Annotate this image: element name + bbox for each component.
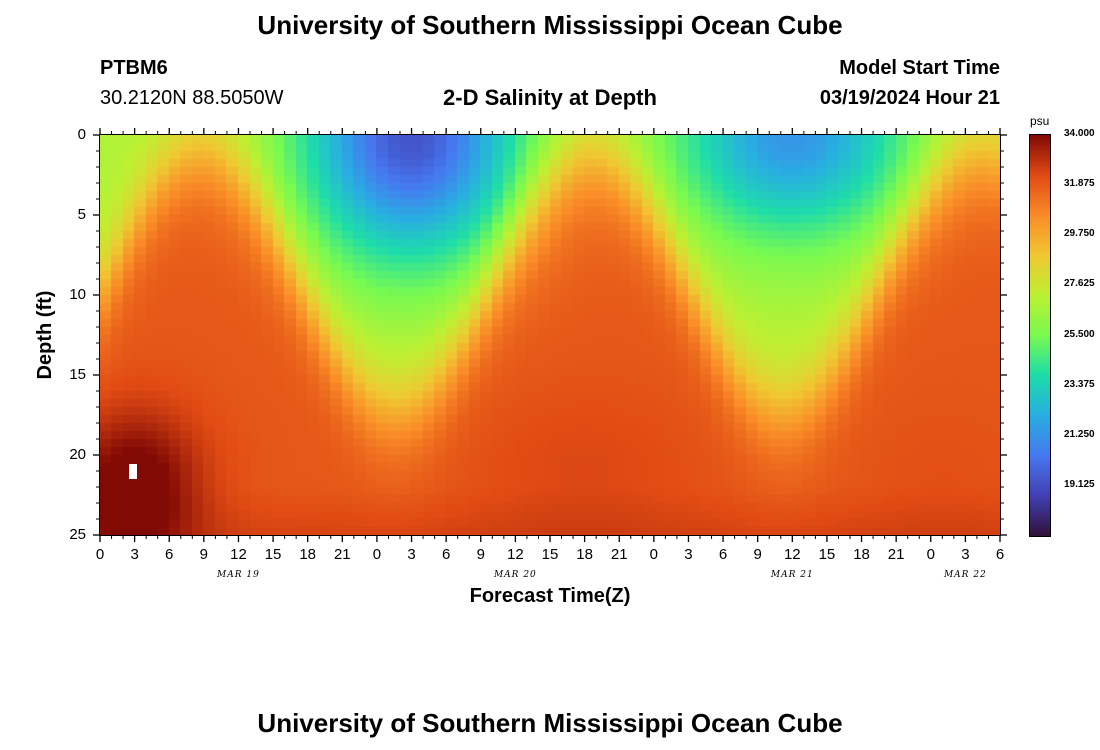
colorbar-label: 27.625 — [1064, 278, 1095, 290]
x-tick-label: 18 — [576, 546, 593, 563]
y-tick-label: 5 — [77, 206, 86, 223]
x-tick-label: 0 — [926, 546, 935, 563]
x-tick-label: 6 — [718, 546, 728, 563]
x-tick-label: 9 — [199, 546, 209, 563]
x-tick-label: 12 — [230, 546, 247, 563]
x-tick-label: 3 — [407, 546, 416, 563]
x-tick-label: 15 — [264, 546, 282, 563]
x-tick-label: 21 — [333, 546, 351, 563]
x-tick-label: 0 — [649, 546, 659, 563]
colorbar-label: 25.500 — [1064, 328, 1095, 340]
y-tick-label: 25 — [69, 526, 86, 543]
x-tick-label: 9 — [753, 546, 762, 563]
x-tick-label: 18 — [299, 546, 317, 563]
model-start-time: 03/19/2024 Hour 21 — [819, 87, 1000, 109]
x-tick-label: 6 — [165, 546, 174, 563]
x-tick-label: 12 — [507, 546, 524, 563]
colorbar-unit: psu — [1030, 114, 1050, 128]
x-tick-label: 0 — [372, 546, 382, 563]
x-tick-label: 15 — [541, 546, 559, 563]
model-start-label: Model Start Time — [839, 57, 1000, 79]
colorbar-label: 34.000 — [1064, 128, 1095, 139]
x-tick-label: 0 — [95, 546, 105, 563]
missing-data-marker — [129, 464, 137, 479]
date-label: MAR 21 — [770, 570, 814, 580]
x-tick-label: 21 — [887, 546, 905, 563]
salinity-heatmap — [99, 134, 1001, 536]
x-tick-label: 6 — [441, 546, 451, 563]
y-tick-label: 10 — [69, 286, 86, 303]
date-label: MAR 22 — [943, 570, 987, 580]
heatmap-cells — [100, 135, 1000, 535]
x-tick-label: 6 — [995, 546, 1005, 563]
station-id: PTBM6 — [100, 57, 168, 79]
page-title: University of Southern Mississippi Ocean… — [257, 10, 843, 40]
x-tick-label: 18 — [853, 546, 870, 563]
colorbar — [1029, 134, 1051, 537]
x-tick-label: 21 — [610, 546, 628, 563]
footer-title: University of Southern Mississippi Ocean… — [257, 708, 843, 738]
colorbar-label: 29.750 — [1064, 228, 1095, 240]
x-tick-label: 3 — [684, 546, 693, 563]
colorbar-label: 23.375 — [1064, 378, 1095, 390]
colorbar-label: 31.875 — [1064, 178, 1095, 190]
x-tick-label: 15 — [818, 546, 836, 563]
x-tick-label: 3 — [130, 546, 139, 563]
station-coords: 30.2120N 88.5050W — [100, 87, 284, 109]
colorbar-label: 19.125 — [1064, 478, 1095, 490]
x-tick-label: 3 — [961, 546, 970, 563]
chart-title: 2-D Salinity at Depth — [443, 85, 657, 110]
x-tick-label: 12 — [783, 546, 801, 563]
date-label: MAR 19 — [217, 570, 260, 580]
y-tick-label: 20 — [69, 446, 86, 463]
x-axis-label: Forecast Time(Z) — [469, 585, 631, 607]
y-tick-label: 15 — [69, 366, 86, 383]
date-label: MAR 20 — [493, 570, 537, 580]
x-tick-label: 9 — [476, 546, 485, 563]
colorbar-label: 21.250 — [1064, 428, 1095, 440]
y-tick-label: 0 — [77, 126, 86, 143]
